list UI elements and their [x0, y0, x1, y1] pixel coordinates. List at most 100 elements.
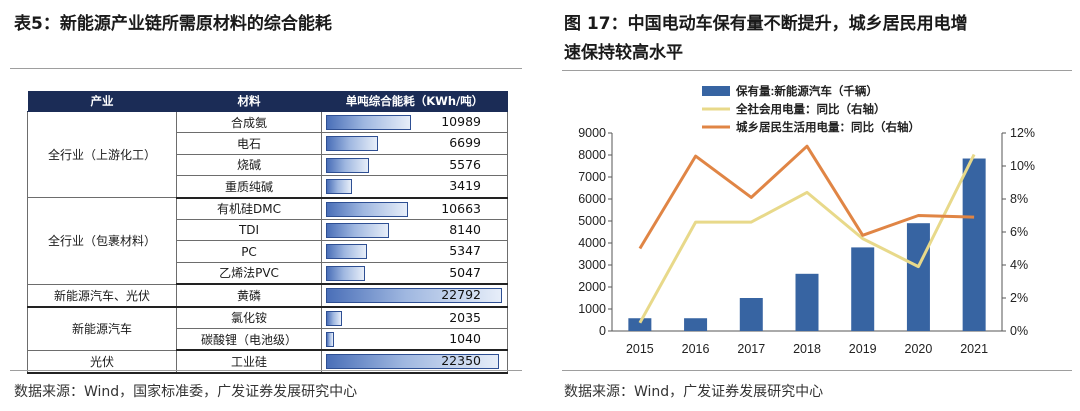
industry-cell: 新能源汽车、光伏 [27, 284, 177, 308]
chart-source: 数据来源：Wind，广发证券发展研究中心 [564, 384, 824, 400]
energy-value-cell: 22792 [321, 284, 508, 308]
bar-ev-stock [851, 247, 875, 331]
chart-title: 图 17：中国电动车保有量不断提升，城乡居民用电增 速保持较高水平 [564, 10, 1064, 68]
left-tick-label: 9000 [578, 126, 606, 140]
table-title: 表5：新能源产业链所需原材料的综合能耗 [14, 14, 332, 34]
table-row: 烧碱 5576 [28, 154, 508, 177]
left-tick-label: 1000 [578, 302, 606, 316]
right-tick-label: 4% [1010, 258, 1028, 272]
data-bar [326, 310, 342, 326]
energy-value: 5576 [449, 156, 481, 172]
data-bar [326, 201, 408, 217]
material-cell: TDI [176, 219, 322, 242]
left-tick-label: 6000 [578, 192, 606, 206]
bar-ev-stock [962, 158, 986, 331]
x-tick-label: 2016 [682, 342, 710, 356]
table-row: 光伏 工业硅 22350 [27, 350, 508, 374]
bar-ev-stock [795, 273, 819, 331]
table-row: 全行业（包裹材料） 有机硅DMC 10663 [27, 197, 508, 285]
data-bar [326, 331, 334, 347]
energy-value-cell: 5576 [321, 154, 508, 177]
x-tick-label: 2017 [737, 342, 765, 356]
energy-value: 3419 [449, 178, 481, 194]
data-bar [326, 288, 502, 304]
energy-value-cell: 5347 [321, 240, 508, 263]
energy-value: 10663 [441, 200, 481, 216]
data-bar [326, 179, 352, 195]
material-cell: PC [176, 240, 322, 263]
source-divider [10, 370, 522, 371]
data-bar [326, 115, 411, 130]
table-row: 新能源汽车 氯化铵 2035 [27, 306, 508, 351]
energy-value-cell: 6699 [321, 132, 508, 155]
right-tick-label: 8% [1010, 192, 1028, 206]
energy-value-cell: 1040 [321, 328, 508, 352]
bar-ev-stock [684, 318, 708, 331]
energy-value-cell: 10989 [321, 111, 508, 134]
chart-title-divider [562, 70, 1072, 71]
energy-value: 8140 [449, 221, 481, 237]
energy-value: 5347 [449, 243, 481, 259]
energy-value-cell: 10663 [321, 197, 508, 220]
energy-value: 22350 [441, 353, 481, 369]
material-cell: 工业硅 [176, 350, 322, 374]
material-cell: 乙烯法PVC [176, 262, 322, 286]
legend-label: 城乡居民生活用电量：同比（右轴） [736, 120, 920, 134]
industry-cell: 新能源汽车 [27, 306, 177, 351]
right-panel: 图 17：中国电动车保有量不断提升，城乡居民用电增 速保持较高水平 0 1000 2… [552, 0, 1080, 411]
material-cell: 有机硅DMC [176, 197, 322, 220]
x-tick-label: 2021 [960, 342, 988, 356]
x-tick-label: 2020 [905, 342, 933, 356]
data-bar [326, 136, 378, 152]
left-tick-label: 2000 [578, 280, 606, 294]
energy-value: 2035 [449, 309, 481, 325]
material-cell: 烧碱 [176, 154, 322, 177]
title-divider [10, 68, 522, 69]
x-tick-label: 2019 [849, 342, 877, 356]
material-cell: 黄磷 [176, 284, 322, 308]
material-cell: 重质纯碱 [176, 175, 322, 199]
energy-consumption-table: 产业 材料 单吨综合能耗（KWh/吨） 全行业（上游化工） 合成氨 10989 电石 6… [27, 91, 508, 374]
right-tick-label: 12% [1010, 126, 1035, 140]
data-bar [326, 157, 369, 173]
bar-ev-stock [906, 223, 930, 331]
energy-value: 5047 [449, 264, 481, 280]
material-cell: 电石 [176, 132, 322, 155]
table-source: 数据来源：Wind，国家标准委，广发证券发展研究中心 [14, 384, 358, 400]
ev-electricity-chart: 0 1000 2000 3000 4000 5000 6000 7000 8000 9000 0% 2… [578, 84, 1035, 356]
industry-cell: 光伏 [27, 350, 177, 374]
left-tick-label: 0 [599, 324, 606, 338]
line-residential-electricity-yoy [638, 144, 975, 250]
energy-value-cell: 3419 [321, 175, 508, 199]
left-tick-label: 4000 [578, 236, 606, 250]
bar-ev-stock [739, 298, 763, 331]
header-industry: 产业 [27, 91, 177, 112]
industry-cell: 全行业（包裹材料） [27, 197, 177, 285]
left-tick-label: 3000 [578, 258, 606, 272]
data-bar [326, 265, 365, 281]
legend-bar-swatch [702, 86, 730, 96]
right-tick-label: 6% [1010, 225, 1028, 239]
right-tick-label: 0% [1010, 324, 1028, 338]
chart-title-line1: 图 17：中国电动车保有量不断提升，城乡居民用电增 [564, 14, 968, 34]
chart-title-line2: 速保持较高水平 [564, 43, 683, 63]
energy-value-cell: 22350 [321, 350, 508, 374]
table-header-row: 产业 材料 单吨综合能耗（KWh/吨） [27, 91, 508, 112]
industry-cell: 全行业（上游化工） [27, 111, 177, 199]
table-body: 全行业（上游化工） 合成氨 10989 电石 6699 烧碱 5576 重质纯碱 3419 全行业… [27, 111, 508, 374]
energy-value: 1040 [449, 330, 481, 346]
left-tick-label: 5000 [578, 214, 606, 228]
table-row: 重质纯碱 3419 [28, 175, 508, 199]
header-energy: 单吨综合能耗（KWh/吨） [321, 91, 508, 112]
left-panel: 表5：新能源产业链所需原材料的综合能耗 产业 材料 单吨综合能耗（KWh/吨） … [0, 0, 530, 411]
energy-value-cell: 5047 [321, 262, 508, 286]
energy-value-cell: 8140 [321, 219, 508, 242]
table-row: PC 5347 [28, 240, 508, 263]
energy-value: 10989 [441, 114, 481, 129]
material-cell: 合成氨 [176, 111, 322, 134]
energy-value: 6699 [449, 135, 481, 151]
table-row: 乙烯法PVC 5047 [28, 262, 508, 286]
table-row: 碳酸锂（电池级） 1040 [28, 328, 508, 352]
material-cell: 碳酸锂（电池级） [176, 328, 322, 352]
table-row: 全行业（上游化工） 合成氨 10989 [27, 111, 508, 199]
